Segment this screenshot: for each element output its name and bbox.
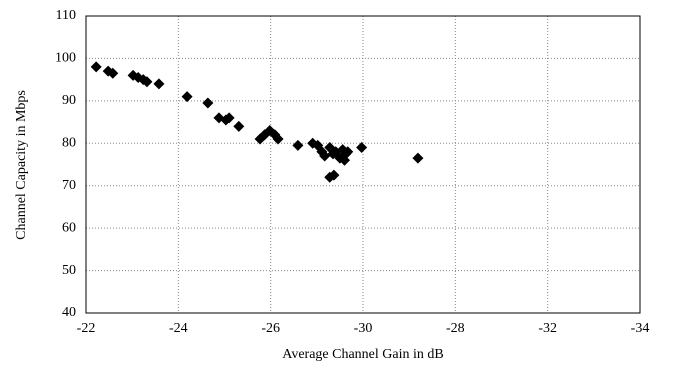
x-tick-label: -22	[77, 321, 96, 336]
x-tick-label: -30	[354, 321, 373, 336]
y-tick-label: 80	[62, 136, 76, 151]
point	[141, 76, 153, 88]
y-axis-label: Channel Capacity in Mbps	[14, 90, 29, 240]
point	[233, 120, 245, 132]
x-axis-label: Average Channel Gain in dB	[282, 347, 443, 362]
y-tick-label: 110	[56, 8, 76, 23]
x-tick-label: -32	[538, 321, 557, 336]
point	[342, 146, 354, 158]
point	[272, 133, 284, 145]
x-tick-label: -26	[261, 321, 280, 336]
point	[292, 139, 304, 151]
y-tick-label: 50	[62, 263, 76, 278]
point	[339, 154, 351, 166]
point	[181, 91, 193, 103]
y-tick-label: 70	[62, 178, 76, 193]
y-tick-label: 90	[62, 93, 76, 108]
point	[107, 67, 119, 79]
y-tick-label: 60	[62, 220, 76, 235]
y-tick-label: 40	[62, 305, 76, 320]
point	[319, 150, 331, 162]
point	[328, 169, 340, 181]
y-tick-label: 100	[55, 51, 76, 66]
x-tick-label: -34	[631, 321, 650, 336]
point	[90, 61, 102, 73]
x-tick-label: -28	[446, 321, 465, 336]
point	[412, 152, 424, 164]
point	[356, 142, 368, 154]
point	[153, 78, 165, 90]
point	[223, 112, 235, 124]
x-tick-label: -24	[169, 321, 188, 336]
point	[202, 97, 214, 109]
plot-frame	[85, 15, 641, 314]
